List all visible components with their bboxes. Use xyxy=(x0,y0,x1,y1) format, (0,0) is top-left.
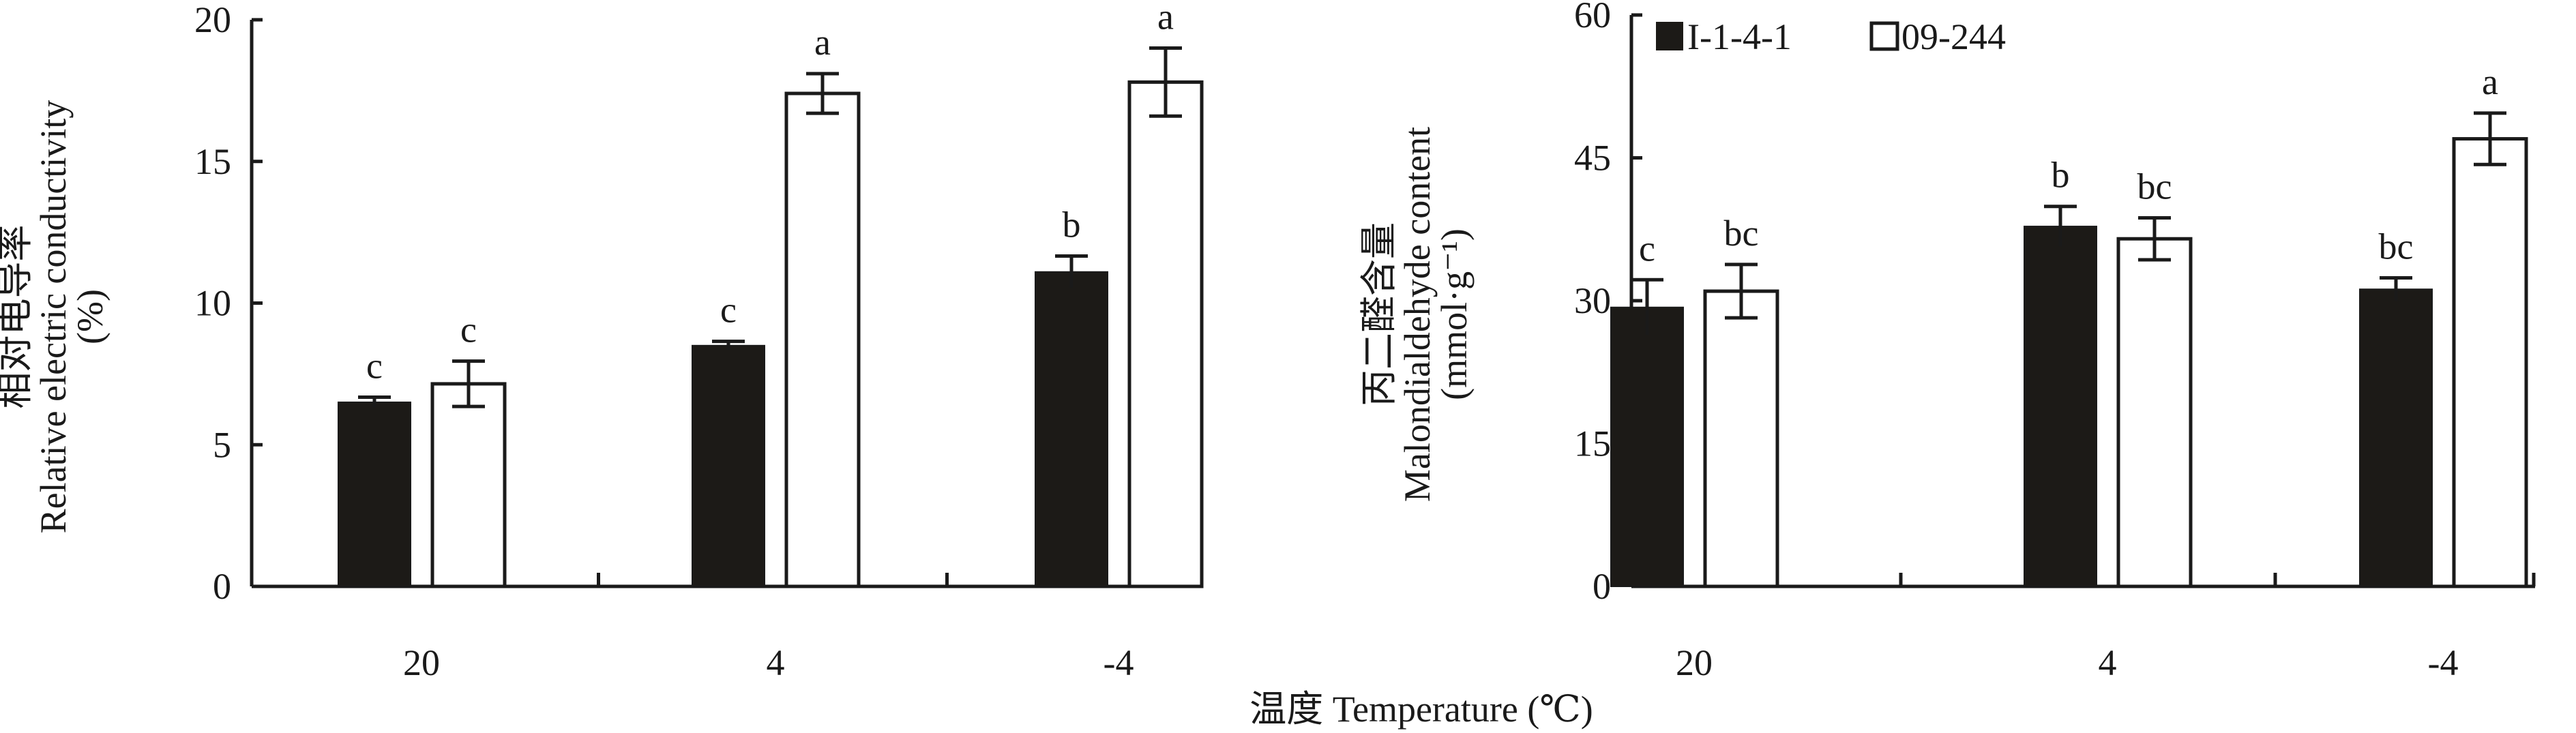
y-tick-label: 0 xyxy=(213,566,231,607)
y-axis-title: Malondialdehyde content xyxy=(1397,127,1438,502)
y-tick-label: 5 xyxy=(213,424,231,465)
significance-letter: c xyxy=(720,290,737,331)
y-axis-title: Relative electric conductivity xyxy=(33,100,74,534)
bar-i-1-4-1 xyxy=(692,344,765,587)
significance-letter: b xyxy=(1063,205,1081,245)
bar-i-1-4-1 xyxy=(2024,226,2097,587)
bar-09-244 xyxy=(2116,237,2193,588)
bar-i-1-4-1 xyxy=(338,401,411,587)
legend: I-1-4-1 09-244 xyxy=(1656,16,2006,57)
x-tick-label: -4 xyxy=(2428,642,2459,683)
y-tick-label: 15 xyxy=(1574,423,1611,464)
y-axis-unit: (%) xyxy=(70,289,110,344)
x-tick-label: 20 xyxy=(403,642,440,683)
x-tick-label: 20 xyxy=(1676,642,1713,683)
legend-label-i-1-4-1: I-1-4-1 xyxy=(1687,16,1792,57)
y-axis-title-cn: 相对电导率 xyxy=(0,225,35,409)
y-tick-label: 60 xyxy=(1574,0,1611,35)
y-tick-label: 30 xyxy=(1574,280,1611,321)
significance-letter: c xyxy=(460,310,477,350)
significance-letter: bc xyxy=(2379,226,2414,267)
y-axis-unit: (mmol·g⁻¹) xyxy=(1434,228,1475,400)
y-tick-label: 10 xyxy=(194,283,231,324)
x-tick-label: 4 xyxy=(767,642,785,683)
bar-09-244 xyxy=(784,91,861,588)
significance-letter: a xyxy=(1157,0,1174,38)
x-tick-label: -4 xyxy=(1104,642,1134,683)
significance-letter: c xyxy=(366,345,383,386)
significance-letter: bc xyxy=(1724,213,1759,254)
bar-09-244 xyxy=(2452,137,2528,588)
legend-label-09-244: 09-244 xyxy=(1901,16,2006,57)
bar-09-244 xyxy=(1127,80,1204,588)
significance-letter: bc xyxy=(2137,166,2172,207)
x-tick-label: 4 xyxy=(2099,642,2117,683)
legend-swatch-09-244 xyxy=(1869,21,1899,51)
malondialdehyde-chart: 0 15 30 45 60 20 4 -4 c b bc bc bc a 丙二醛含量Malondialdeh… xyxy=(1359,0,2536,683)
significance-letter: a xyxy=(2482,61,2498,102)
x-axis-title: 温度 Temperature (℃) xyxy=(1249,689,1593,730)
y-tick-label: 0 xyxy=(1593,566,1611,607)
significance-letter: a xyxy=(814,22,831,63)
significance-letter: c xyxy=(1639,228,1655,269)
bar-i-1-4-1 xyxy=(1610,306,1684,587)
y-axis-title-cn: 丙二醛含量 xyxy=(1359,222,1400,406)
significance-letter: b xyxy=(2052,155,2070,196)
y-tick-label: 45 xyxy=(1574,138,1611,179)
bar-i-1-4-1 xyxy=(1035,271,1108,587)
bar-09-244 xyxy=(1703,289,1779,588)
bar-09-244 xyxy=(430,382,507,588)
legend-swatch-i-1-4-1 xyxy=(1656,22,1683,50)
y-tick-label: 20 xyxy=(194,0,231,40)
bar-i-1-4-1 xyxy=(2359,288,2433,587)
y-tick-label: 15 xyxy=(194,141,231,182)
